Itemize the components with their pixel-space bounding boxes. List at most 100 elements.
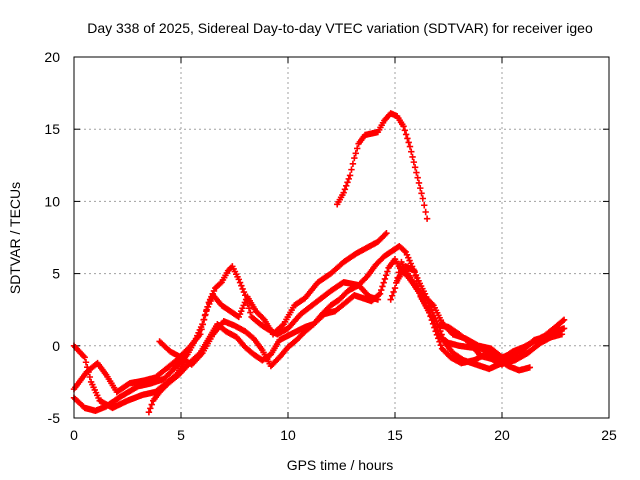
data-point [421, 202, 428, 209]
x-axis-label: GPS time / hours [287, 457, 394, 473]
data-point [345, 175, 352, 183]
data-point [394, 274, 401, 281]
data-point [393, 279, 400, 287]
series-arc-8 [387, 258, 514, 361]
data-point [344, 179, 351, 186]
data-point [348, 166, 355, 173]
data-point [197, 331, 204, 338]
data-point [148, 401, 155, 408]
data-point [351, 154, 358, 162]
data-point [199, 321, 207, 328]
data-point [81, 354, 88, 361]
data-point [235, 276, 242, 283]
data-point [383, 229, 390, 237]
data-point [388, 292, 396, 299]
data-point [349, 160, 357, 168]
data-point [82, 359, 90, 366]
data-point [417, 184, 424, 192]
data-point [239, 285, 246, 293]
chart-title: Day 338 of 2025, Sidereal Day-to-day VTE… [87, 20, 593, 36]
data-point [418, 190, 425, 197]
data-point [200, 316, 208, 323]
data-point [341, 186, 349, 193]
data-point [406, 143, 414, 150]
data-point [507, 351, 514, 358]
y-tick-label: 0 [52, 338, 60, 354]
data-point [375, 291, 382, 299]
data-point [352, 150, 359, 157]
data-point [414, 174, 421, 181]
series-arc-9 [334, 110, 431, 222]
data-point [419, 195, 427, 202]
data-point [415, 179, 423, 187]
y-axis-label: SDTVAR / TECUs [7, 182, 23, 294]
data-point [437, 342, 444, 349]
data-point [405, 139, 412, 146]
data-point [412, 272, 419, 280]
data-point [382, 231, 389, 238]
series-arc-3 [70, 229, 390, 396]
data-point [378, 286, 385, 294]
data-point [376, 290, 384, 298]
data-point [423, 215, 431, 222]
data-point [400, 123, 407, 130]
data-point [411, 267, 418, 274]
data-point [402, 131, 410, 138]
data-point [410, 158, 418, 166]
data-markers [70, 110, 568, 416]
data-point [411, 164, 419, 171]
data-point [409, 153, 416, 161]
data-point [343, 182, 350, 190]
data-point [238, 282, 245, 289]
grid [74, 57, 609, 418]
y-tick-label: 20 [44, 49, 60, 65]
data-point [395, 269, 403, 276]
data-point [384, 268, 391, 275]
data-point [380, 279, 387, 286]
data-point [198, 326, 205, 333]
data-point [429, 300, 436, 308]
data-point [340, 189, 347, 196]
data-point [86, 373, 94, 381]
data-point [381, 275, 389, 283]
plot-frame [73, 56, 610, 419]
x-tick-label: 0 [70, 427, 78, 443]
x-tick-label: 15 [387, 427, 403, 443]
y-tick-label: -5 [48, 410, 61, 426]
x-tick-label: 25 [601, 427, 617, 443]
data-point [390, 288, 397, 296]
data-point [217, 280, 224, 287]
data-point [560, 316, 568, 324]
data-point [430, 316, 437, 324]
data-point [560, 325, 568, 332]
data-point [434, 327, 441, 334]
data-point [353, 145, 361, 152]
data-point [382, 272, 390, 279]
data-point [240, 288, 248, 296]
data-point [431, 320, 439, 327]
data-point [559, 317, 567, 325]
data-point [147, 405, 154, 412]
data-point [408, 148, 415, 155]
y-tick-label: 15 [44, 121, 60, 137]
data-point [245, 305, 253, 312]
data-point [346, 172, 354, 179]
data-point [526, 364, 534, 371]
data-point [413, 169, 420, 176]
data-point [401, 247, 408, 254]
data-point [435, 330, 442, 337]
y-tick-label: 10 [44, 193, 60, 209]
data-point [202, 311, 209, 318]
y-tick-label: 5 [52, 266, 60, 282]
data-point [404, 135, 411, 142]
data-point [247, 309, 254, 316]
data-point [145, 409, 153, 416]
data-point [379, 283, 386, 290]
data-point [391, 284, 399, 292]
x-tick-label: 5 [177, 427, 185, 443]
data-point [387, 296, 394, 303]
data-point [422, 208, 429, 216]
data-point [260, 315, 267, 322]
data-point [401, 127, 409, 134]
